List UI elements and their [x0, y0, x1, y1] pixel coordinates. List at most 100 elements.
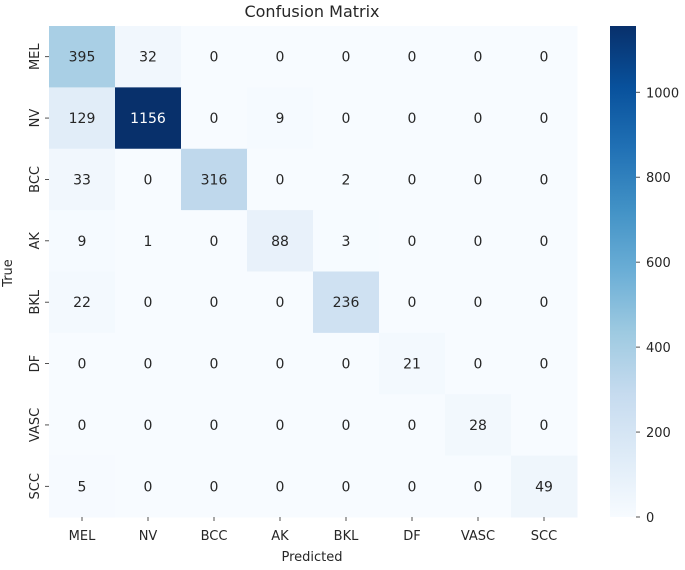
y-axis: MEL NV BCC AK BKL DF VASC SCC — [28, 43, 49, 500]
heatmap-cell — [445, 455, 512, 518]
heatmap-cell-label: 0 — [78, 418, 87, 434]
heatmap-cell — [445, 210, 512, 272]
heatmap-cell-label: 0 — [474, 111, 483, 127]
heatmap-cell — [115, 148, 182, 211]
heatmap-cell — [379, 271, 446, 334]
heatmap-cell-label: 1156 — [130, 111, 166, 127]
x-tick-label: NV — [139, 529, 158, 544]
heatmap-cell — [511, 87, 578, 150]
heatmap-cell — [313, 148, 380, 211]
heatmap-cell — [181, 210, 248, 272]
heatmap-cell-label: 0 — [210, 234, 219, 250]
heatmap-cell — [313, 26, 380, 88]
heatmap-cell-label: 0 — [474, 234, 483, 250]
colorbar-tick-label: 600 — [646, 256, 671, 271]
heatmap-cell — [49, 26, 116, 88]
heatmap-cell — [181, 87, 248, 150]
heatmap-cell — [49, 210, 116, 272]
x-tick-label: VASC — [461, 529, 495, 544]
colorbar-tick-label: 800 — [646, 171, 671, 186]
heatmap-cell — [445, 148, 512, 211]
heatmap-cell-labels: 395 32 0 0 0 0 0 0 129 1156 0 9 0 0 0 0 33 0 316 0 2 0 0 0 9 1 0 88… — [69, 50, 553, 496]
heatmap-cell — [49, 455, 116, 518]
x-tick-label: DF — [403, 529, 421, 544]
heatmap-cell-label: 0 — [210, 111, 219, 127]
y-tick-label: DF — [28, 355, 43, 373]
heatmap-cell-label: 2 — [342, 172, 351, 188]
x-axis-label: Predicted — [281, 550, 342, 565]
heatmap-cell-label: 0 — [276, 479, 285, 495]
x-axis: MEL NV BCC AK BKL DF VASC SCC — [69, 517, 557, 544]
heatmap-cell — [115, 455, 182, 518]
heatmap-cell-label: 9 — [78, 234, 87, 250]
heatmap-cell-label: 395 — [69, 50, 96, 66]
heatmap-cell-label: 0 — [408, 479, 417, 495]
heatmap-cell — [115, 210, 182, 272]
heatmap-cell — [379, 394, 446, 457]
heatmap-cell — [247, 271, 314, 334]
y-tick-label: SCC — [28, 473, 43, 499]
heatmap-cell — [511, 332, 578, 395]
heatmap-cell-label: 0 — [276, 172, 285, 188]
heatmap-cell — [511, 455, 578, 518]
heatmap-cell-label: 22 — [73, 295, 91, 311]
heatmap-cells — [49, 26, 578, 518]
heatmap-cell-label: 129 — [69, 111, 96, 127]
heatmap-cell-label: 0 — [474, 50, 483, 66]
colorbar-gradient — [610, 26, 636, 517]
heatmap-cell — [49, 271, 116, 334]
heatmap-cell — [511, 26, 578, 88]
heatmap-cell-label: 0 — [408, 295, 417, 311]
heatmap-cell — [445, 394, 512, 457]
heatmap-cell — [115, 394, 182, 457]
heatmap-cell — [49, 148, 116, 211]
x-tick-label: BKL — [334, 529, 359, 544]
colorbar: 0 200 400 600 800 1000 — [610, 26, 679, 526]
colorbar-tick-label: 200 — [646, 426, 671, 441]
heatmap-cell-label: 0 — [540, 357, 549, 373]
heatmap-cell — [445, 332, 512, 395]
heatmap-cell — [379, 87, 446, 150]
heatmap-cell-label: 33 — [73, 172, 91, 188]
heatmap-cell-label: 0 — [342, 50, 351, 66]
heatmap-cell-label: 0 — [408, 418, 417, 434]
heatmap-cell — [181, 455, 248, 518]
heatmap-cell — [379, 26, 446, 88]
heatmap-cell — [247, 394, 314, 457]
heatmap-cell-label: 236 — [333, 295, 360, 311]
heatmap-cell-label: 0 — [540, 295, 549, 311]
heatmap-cell-label: 0 — [276, 50, 285, 66]
x-tick-label: MEL — [69, 529, 96, 544]
heatmap-cell — [511, 148, 578, 211]
heatmap-cell — [313, 271, 380, 334]
heatmap-cell — [379, 148, 446, 211]
heatmap-cell — [247, 148, 314, 211]
heatmap-cell — [445, 87, 512, 150]
heatmap-cell-label: 0 — [144, 479, 153, 495]
y-tick-label: AK — [28, 232, 43, 250]
heatmap-cell-label: 316 — [201, 172, 228, 188]
heatmap-cell-label: 0 — [276, 295, 285, 311]
x-tick-label: AK — [271, 529, 289, 544]
colorbar-tick-label: 1000 — [646, 86, 679, 101]
heatmap-cell-label: 49 — [535, 479, 553, 495]
heatmap-cell-label: 0 — [474, 357, 483, 373]
heatmap-cell-label: 28 — [469, 418, 487, 434]
heatmap-cell-label: 0 — [210, 50, 219, 66]
heatmap-cell-label: 0 — [342, 111, 351, 127]
heatmap-cell — [379, 332, 446, 395]
heatmap-cell-label: 9 — [276, 111, 285, 127]
heatmap-cell-label: 0 — [540, 50, 549, 66]
heatmap-cell — [511, 394, 578, 457]
y-tick-label: NV — [28, 109, 43, 128]
heatmap-cell — [313, 210, 380, 272]
heatmap-cell-label: 0 — [276, 418, 285, 434]
heatmap-cell — [445, 271, 512, 334]
heatmap-cell-label: 0 — [210, 418, 219, 434]
heatmap-cell — [181, 148, 248, 211]
heatmap-cell-label: 21 — [403, 357, 421, 373]
heatmap-cell — [181, 271, 248, 334]
heatmap-cell-label: 0 — [210, 479, 219, 495]
